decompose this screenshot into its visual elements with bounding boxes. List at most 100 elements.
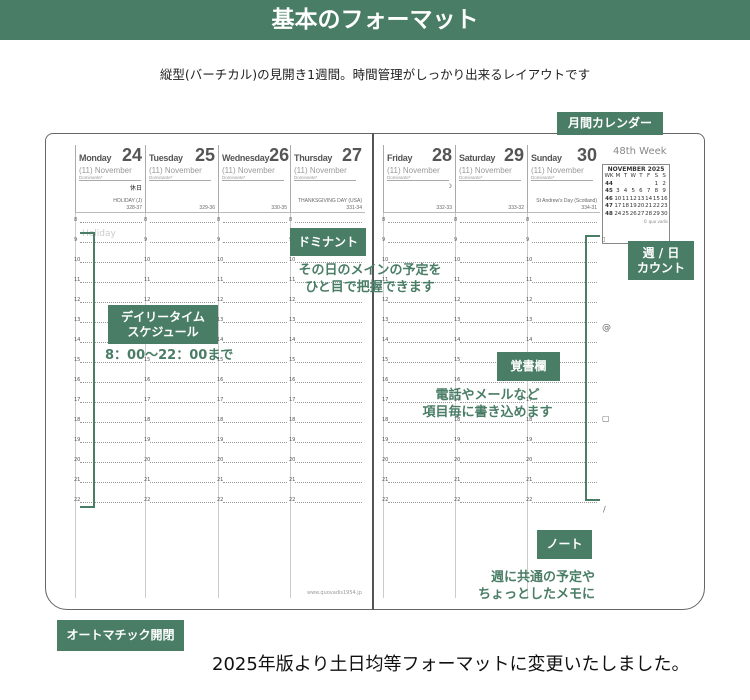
hour-line[interactable] — [532, 242, 597, 243]
hour-line[interactable] — [460, 422, 524, 423]
hour-line[interactable] — [80, 442, 142, 443]
hour-line[interactable] — [295, 262, 362, 263]
hour-line[interactable] — [532, 322, 597, 323]
hour-line[interactable] — [223, 282, 287, 283]
hour-line[interactable] — [460, 462, 524, 463]
hour-line[interactable] — [388, 442, 452, 443]
hour-line[interactable] — [80, 502, 142, 503]
hour-line[interactable] — [223, 422, 287, 423]
hour-line[interactable] — [460, 222, 524, 223]
hour-line[interactable] — [223, 382, 287, 383]
hour-line[interactable] — [150, 462, 215, 463]
hour-line[interactable] — [295, 482, 362, 483]
hour-line[interactable] — [460, 342, 524, 343]
hour-line[interactable] — [532, 302, 597, 303]
hour-line[interactable] — [80, 362, 142, 363]
hour-line[interactable] — [388, 402, 452, 403]
hour-line[interactable] — [388, 302, 452, 303]
hour-line[interactable] — [295, 322, 362, 323]
hour-line[interactable] — [388, 342, 452, 343]
hour-line[interactable] — [80, 422, 142, 423]
hour-line[interactable] — [223, 482, 287, 483]
hour-line[interactable] — [80, 382, 142, 383]
dominante-field[interactable]: Dominante* — [387, 175, 449, 181]
hour-line[interactable] — [295, 402, 362, 403]
hour-line[interactable] — [532, 462, 597, 463]
hour-line[interactable] — [388, 282, 452, 283]
hour-line[interactable] — [532, 382, 597, 383]
hour-line[interactable] — [295, 442, 362, 443]
hour-line[interactable] — [532, 342, 597, 343]
hour-line[interactable] — [223, 442, 287, 443]
hour-line[interactable] — [388, 382, 452, 383]
hour-line[interactable] — [80, 282, 142, 283]
hour-line[interactable] — [460, 362, 524, 363]
hour-line[interactable] — [223, 342, 287, 343]
hour-line[interactable] — [150, 282, 215, 283]
hour-line[interactable] — [460, 302, 524, 303]
hour-line[interactable] — [460, 382, 524, 383]
hour-line[interactable] — [532, 222, 597, 223]
hour-line[interactable] — [80, 402, 142, 403]
hour-line[interactable] — [150, 242, 215, 243]
hour-line[interactable] — [460, 502, 524, 503]
hour-line[interactable] — [223, 502, 287, 503]
hour-line[interactable] — [532, 402, 597, 403]
hour-line[interactable] — [295, 462, 362, 463]
hour-line[interactable] — [150, 422, 215, 423]
hour-line[interactable] — [532, 282, 597, 283]
hour-line[interactable] — [388, 502, 452, 503]
hour-line[interactable] — [388, 482, 452, 483]
hour-line[interactable] — [150, 262, 215, 263]
hour-line[interactable] — [460, 242, 524, 243]
hour-line[interactable] — [80, 242, 142, 243]
hour-line[interactable] — [80, 482, 142, 483]
hour-line[interactable] — [150, 302, 215, 303]
hour-line[interactable] — [295, 422, 362, 423]
hour-line[interactable] — [532, 442, 597, 443]
hour-line[interactable] — [532, 422, 597, 423]
hour-line[interactable] — [295, 282, 362, 283]
hour-line[interactable] — [388, 222, 452, 223]
hour-line[interactable] — [388, 322, 452, 323]
dominante-field[interactable]: Dominante* — [531, 175, 593, 181]
hour-line[interactable] — [532, 502, 597, 503]
hour-line[interactable] — [80, 222, 142, 223]
hour-line[interactable] — [223, 242, 287, 243]
hour-line[interactable] — [150, 502, 215, 503]
hour-line[interactable] — [150, 222, 215, 223]
hour-line[interactable] — [532, 262, 597, 263]
hour-line[interactable] — [150, 482, 215, 483]
hour-line[interactable] — [532, 362, 597, 363]
hour-line[interactable] — [80, 462, 142, 463]
hour-line[interactable] — [223, 362, 287, 363]
hour-line[interactable] — [388, 242, 452, 243]
dominante-field[interactable]: Dominante* — [459, 175, 521, 181]
hour-line[interactable] — [223, 262, 287, 263]
hour-line[interactable] — [80, 302, 142, 303]
dominante-field[interactable]: Dominante* — [222, 175, 284, 181]
hour-line[interactable] — [150, 382, 215, 383]
hour-line[interactable] — [460, 262, 524, 263]
hour-line[interactable] — [150, 402, 215, 403]
hour-line[interactable] — [223, 302, 287, 303]
hour-line[interactable] — [388, 262, 452, 263]
hour-line[interactable] — [295, 222, 362, 223]
hour-line[interactable] — [460, 482, 524, 483]
hour-line[interactable] — [223, 322, 287, 323]
hour-line[interactable] — [295, 362, 362, 363]
hour-line[interactable] — [460, 282, 524, 283]
hour-line[interactable] — [460, 402, 524, 403]
hour-line[interactable] — [388, 462, 452, 463]
hour-line[interactable] — [388, 362, 452, 363]
hour-line[interactable] — [223, 462, 287, 463]
dominante-field[interactable]: Dominante* — [149, 175, 211, 181]
hour-line[interactable] — [80, 262, 142, 263]
dominante-field[interactable]: Dominante* — [79, 175, 141, 181]
hour-line[interactable] — [532, 482, 597, 483]
dominante-field[interactable]: Dominante* — [294, 175, 356, 181]
hour-line[interactable] — [295, 302, 362, 303]
hour-line[interactable] — [295, 502, 362, 503]
hour-line[interactable] — [223, 222, 287, 223]
hour-line[interactable] — [295, 382, 362, 383]
